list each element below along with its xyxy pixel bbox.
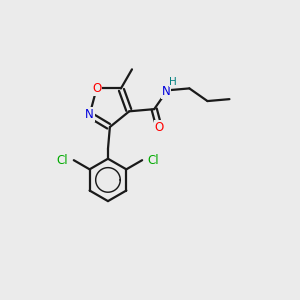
Text: Cl: Cl xyxy=(147,154,159,167)
Text: N: N xyxy=(85,108,94,121)
Text: N: N xyxy=(161,85,170,98)
Text: O: O xyxy=(92,82,101,95)
Text: H: H xyxy=(169,77,176,87)
Text: O: O xyxy=(154,121,164,134)
Text: Cl: Cl xyxy=(57,154,68,167)
